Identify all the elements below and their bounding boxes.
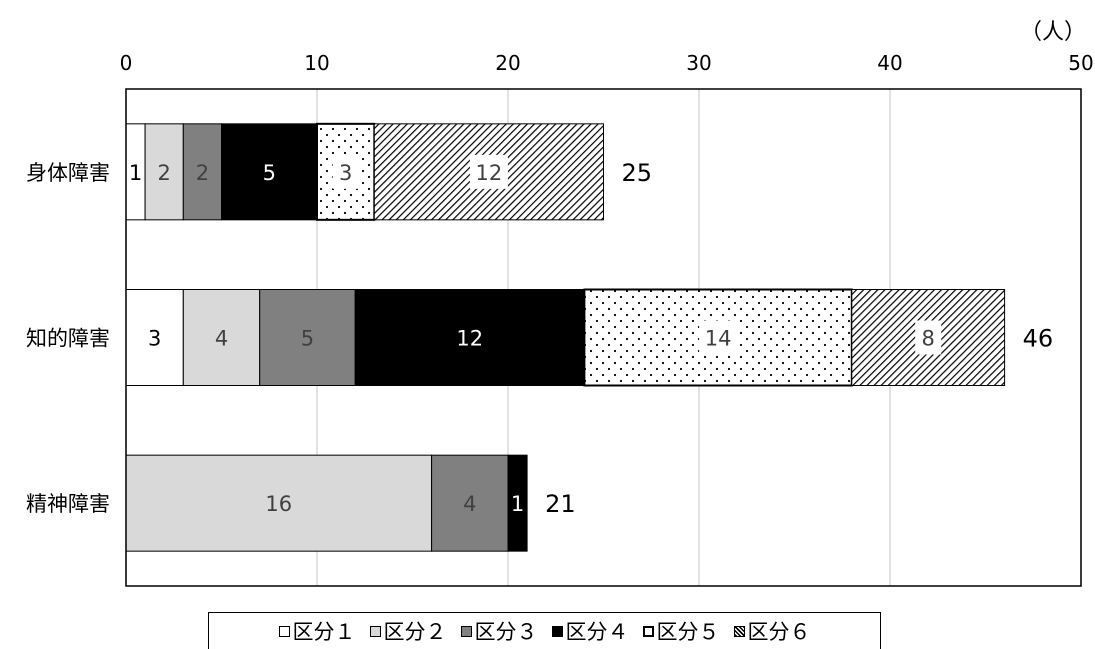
legend-item: 区分３ [460,616,538,646]
x-tick-label: 50 [1068,51,1093,75]
data-label: 4 [463,492,476,516]
plot-area-border [125,88,1082,587]
legend-swatch [642,625,654,637]
data-label: 12 [476,161,503,185]
legend-label: 区分２ [383,620,447,644]
bars [125,122,1006,552]
legend-swatch [460,625,472,637]
unit-label: （人） [1020,20,1087,45]
data-label: 12 [456,327,483,351]
data-label: 2 [196,161,209,185]
data-label: 14 [705,327,732,351]
legend-label: 区分６ [747,620,811,644]
x-tick-label: 10 [304,51,329,75]
x-tick-label: 30 [686,51,711,75]
data-label: 5 [301,327,314,351]
legend-swatch [278,625,290,637]
bar-segment [221,123,318,221]
legend-label: 区分４ [565,620,629,644]
total-label: 25 [622,159,653,187]
category-label: 精神障害 [26,492,110,516]
legend-item: 区分４ [551,616,629,646]
data-label: 1 [511,492,524,516]
legend: 区分１ 区分２ 区分３ 区分４ 区分５ 区分６ [208,612,881,649]
data-label-background [469,154,508,189]
bar-segment [259,289,356,386]
data-label: 4 [215,327,228,351]
data-label: 2 [158,161,171,185]
category-label: 知的障害 [26,327,110,351]
x-tick-label: 20 [495,51,520,75]
legend-label: 区分１ [292,620,356,644]
x-axis-tick-labels: 0 10 20 30 40 50 [120,51,1094,75]
x-tick-label: 40 [877,51,902,75]
data-label: 3 [148,327,161,351]
data-label: 1 [129,161,142,185]
data-label: 16 [265,492,292,516]
legend-swatch [369,625,381,637]
bar-segment [354,289,585,386]
data-label: 8 [922,327,935,351]
data-label: 3 [339,161,352,185]
legend-item: 区分５ [642,616,720,646]
bar-segment [182,123,223,221]
bar-segment [125,289,184,386]
category-label: 身体障害 [26,161,110,185]
data-label-background [699,320,738,355]
legend-label: 区分３ [474,620,538,644]
bar-segment [431,454,509,552]
bar-segment [373,123,604,221]
legend-item: 区分６ [733,616,811,646]
data-label-background [332,154,359,189]
legend-item: 区分１ [278,616,356,646]
bar-segment [507,454,528,552]
legend-label: 区分５ [656,620,720,644]
bar-segment [182,289,261,386]
legend-item: 区分２ [369,616,447,646]
x-tick-label: 0 [120,51,133,75]
legend-swatch [733,625,745,637]
total-label: 21 [545,490,576,518]
data-label-background [915,320,942,355]
legend-swatch [551,625,563,637]
total-label: 46 [1023,325,1054,353]
data-label: 5 [263,161,276,185]
